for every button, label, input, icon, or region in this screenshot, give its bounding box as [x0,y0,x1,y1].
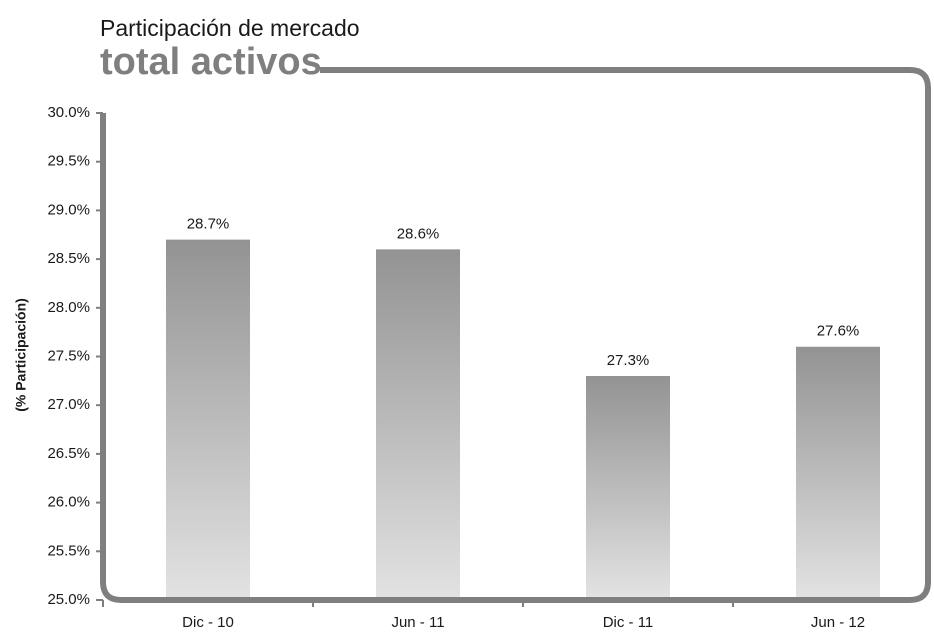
chart-subtitle: total activos [100,41,322,83]
bar [376,249,460,598]
x-tick-label: Dic - 11 [603,614,654,631]
value-label: 28.7% [187,216,230,233]
y-tick-label: 27.5% [47,347,90,364]
y-tick-label: 25.0% [47,591,90,608]
y-tick-label: 30.0% [47,104,90,121]
x-tick-label: Jun - 11 [391,614,444,631]
y-tick-label: 29.5% [47,153,90,170]
y-tick-label: 29.0% [47,201,90,218]
chart-title: Participación de mercado [100,15,360,41]
value-label: 28.6% [397,225,440,242]
bar [796,346,880,597]
y-tick-label: 26.5% [47,445,90,462]
y-tick-label: 28.5% [47,250,90,267]
x-tick-label: Dic - 10 [182,614,234,631]
y-axis-label: (% Participación) [13,298,29,412]
value-label: 27.3% [607,352,650,369]
value-label: 27.6% [817,323,860,340]
bar [586,375,670,597]
x-tick-label: Jun - 12 [811,614,865,631]
y-tick-label: 27.0% [47,396,90,413]
bar [166,239,250,597]
y-tick-label: 25.5% [47,542,90,559]
y-tick-label: 26.0% [47,494,90,511]
plot-frame [100,67,931,603]
y-tick-label: 28.0% [47,299,90,316]
